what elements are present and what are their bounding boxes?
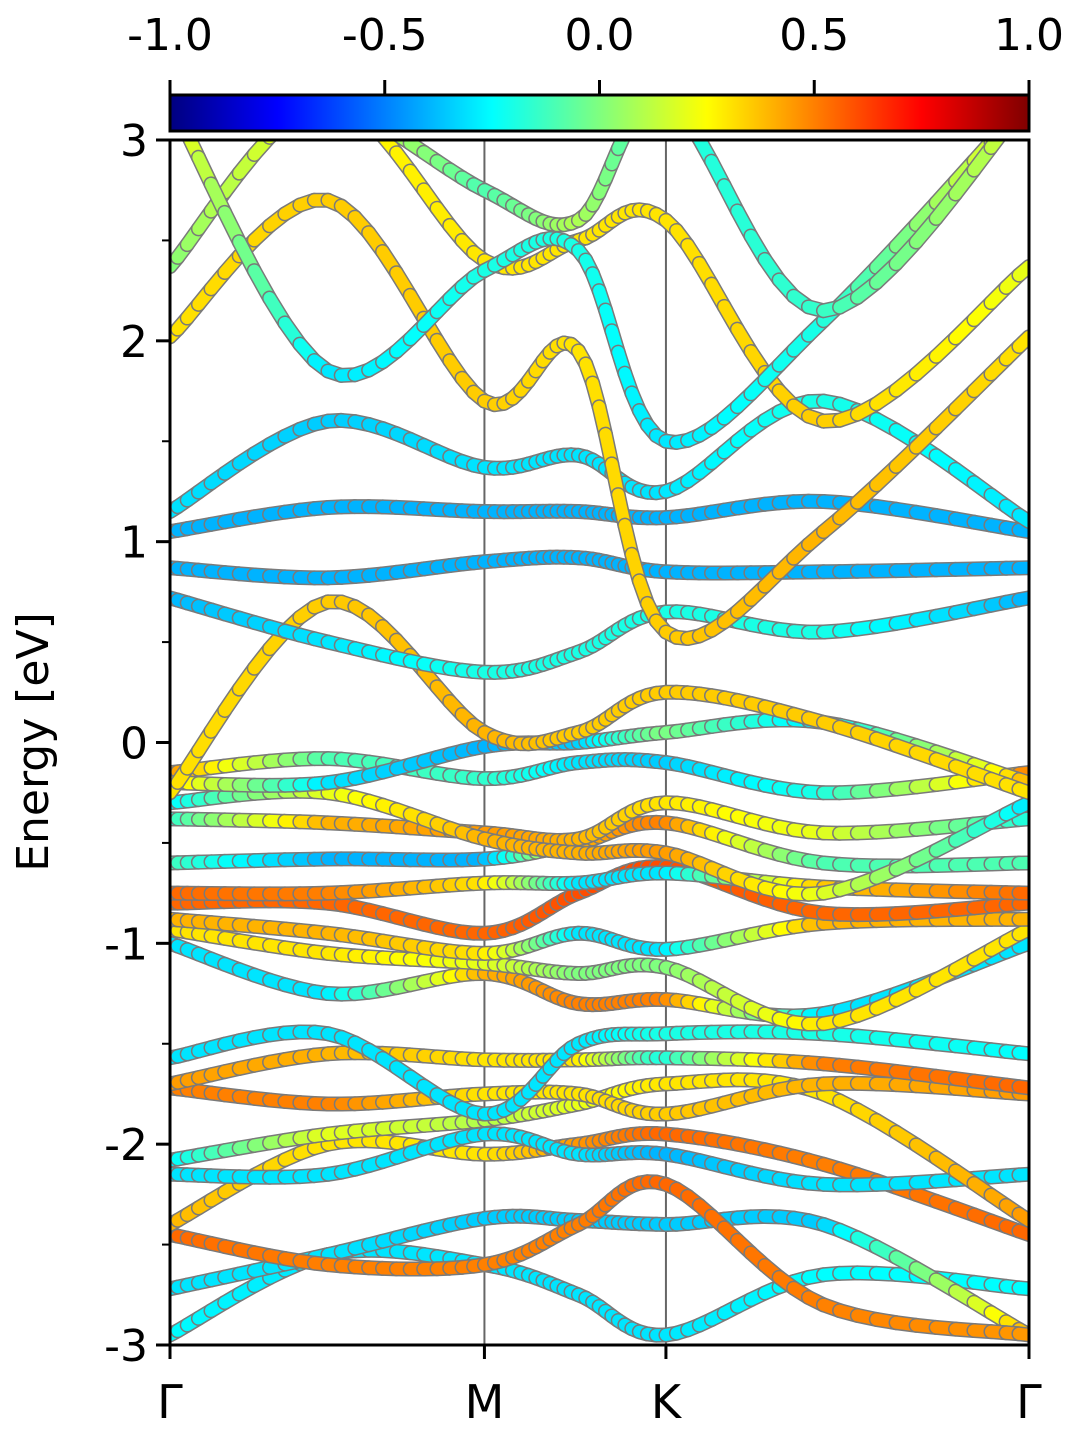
band-4-segment [1019,1174,1029,1175]
band-10-segment [1019,929,1029,934]
band-8-segment [1019,1053,1029,1054]
x-tick-label: K [651,1375,683,1429]
x-tick-label: M [465,1375,505,1429]
band-0-segment [1019,1288,1029,1289]
x-tick-label: Γ [157,1375,183,1429]
colorbar-ticks: -1.0 -0.5 0.0 0.5 1.0 [127,10,1064,95]
band-20-segment [1019,598,1029,600]
colorbar-tick-label: 1.0 [994,10,1064,61]
colorbar-tick-label: -1.0 [127,10,213,61]
band-5-segment [1019,1214,1029,1220]
band-3-segment [1019,1231,1029,1235]
band-12-segment [1019,903,1029,904]
band-24-segment [1019,337,1029,347]
y-tick-label: -1 [104,919,148,970]
colorbar-tick-label: -0.5 [342,10,428,61]
colorbar-gradient [170,95,1029,131]
band-22-segment [1019,530,1029,532]
colorbar-tick-label: 0.0 [565,10,635,61]
y-tick-label: 1 [120,518,148,569]
band-7-segment [1019,1087,1029,1088]
band-lines [170,93,1029,1335]
y-axis-label: Energy [eV] [8,612,59,872]
band-19-segment [1019,789,1029,793]
colorbar: -1.0 -0.5 0.0 0.5 1.0 [127,10,1064,131]
band-25-segment [1019,267,1029,276]
band-15-segment [1019,819,1029,820]
y-tick-label: 0 [120,719,148,770]
band-23-segment [1019,515,1029,521]
y-tick-label: 3 [120,116,148,167]
band-9-segment [1019,943,1029,947]
y-tick-label: 2 [120,317,148,368]
band-2-segment [1019,1334,1029,1335]
band-16-segment [1019,803,1029,808]
y-tick-label: -3 [104,1321,148,1372]
x-tick-label: Γ [1016,1375,1042,1429]
y-axis: -3 -2 -1 0 1 2 3 [104,116,170,1372]
y-tick-label: -2 [104,1120,148,1171]
colorbar-tick-label: 0.5 [779,10,849,61]
